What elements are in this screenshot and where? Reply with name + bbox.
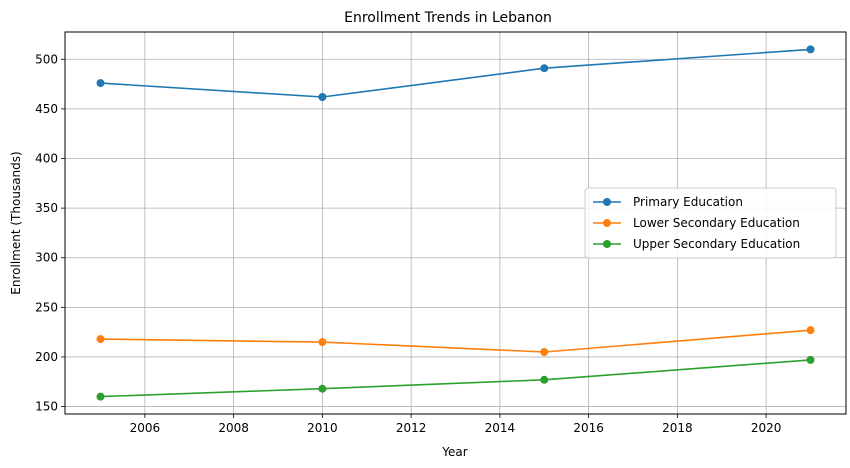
- plot-frame: [64, 31, 847, 415]
- x-tick-label: 2006: [130, 421, 161, 435]
- series-line: [100, 48, 811, 98]
- y-tick-label: 450: [35, 102, 58, 116]
- data-point: [806, 355, 815, 364]
- data-point: [540, 347, 549, 356]
- y-tick-label: 400: [35, 152, 58, 166]
- x-tick-label: 2012: [396, 421, 427, 435]
- x-tick-label: 2008: [218, 421, 249, 435]
- y-tick-label: 300: [35, 251, 58, 265]
- x-tick-label: 2016: [573, 421, 604, 435]
- x-axis-label: Year: [441, 445, 467, 459]
- data-point: [806, 45, 815, 54]
- y-tick-label: 500: [35, 52, 58, 66]
- legend-marker: [603, 198, 611, 206]
- series-line: [100, 329, 811, 353]
- data-point: [318, 384, 327, 393]
- legend-marker: [603, 240, 611, 248]
- x-tick-label: 2018: [662, 421, 693, 435]
- legend-label: Upper Secondary Education: [633, 237, 800, 251]
- data-point: [96, 79, 105, 88]
- x-tick-label: 2010: [307, 421, 338, 435]
- data-point: [96, 335, 105, 344]
- series-line: [100, 359, 811, 398]
- legend-box: [584, 187, 837, 259]
- data-point: [540, 64, 549, 73]
- data-point: [540, 375, 549, 384]
- data-point: [806, 326, 815, 335]
- legend: Primary Education Lower Secondary Educati…: [584, 187, 837, 259]
- data-point: [318, 338, 327, 347]
- y-tick-label: 200: [35, 350, 58, 364]
- data-point: [318, 92, 327, 101]
- y-tick-label: 350: [35, 201, 58, 215]
- legend-label: Primary Education: [633, 195, 743, 209]
- chart-title: Enrollment Trends in Lebanon: [344, 10, 552, 26]
- y-tick-label: 250: [35, 300, 58, 314]
- legend-label: Lower Secondary Education: [633, 216, 800, 230]
- x-tick-label: 2020: [751, 421, 782, 435]
- legend-marker: [603, 219, 611, 227]
- y-axis-label: Enrollment (Thousands): [9, 151, 23, 294]
- series-group: [96, 45, 815, 401]
- ticks: 2006 2008 2010 2012 2014 2016 2018 2020 150 200 25…: [35, 52, 781, 435]
- x-tick-label: 2014: [485, 421, 516, 435]
- y-tick-label: 150: [35, 400, 58, 414]
- data-point: [96, 392, 105, 401]
